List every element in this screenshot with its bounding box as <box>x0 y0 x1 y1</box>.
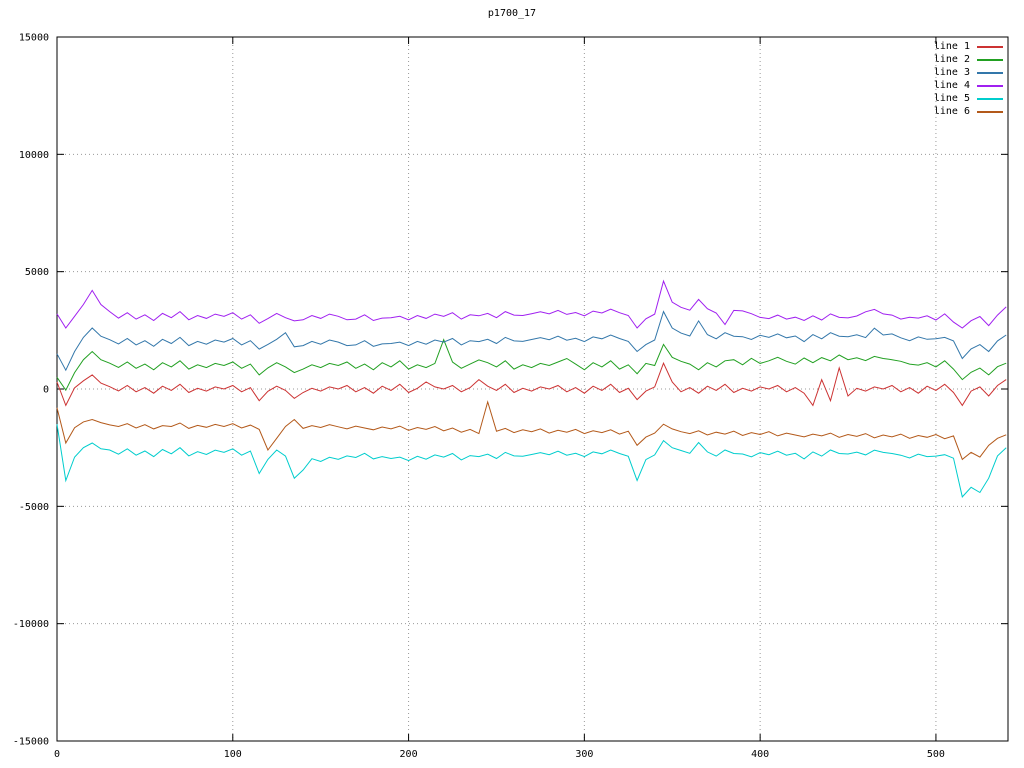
legend-label: line 5 <box>933 93 970 104</box>
legend-item: line 5 <box>934 93 1003 104</box>
legend-sample-6 <box>977 110 1003 113</box>
x-tick-label: 500 <box>927 749 945 760</box>
legend-sample-1 <box>977 45 1003 48</box>
x-tick-label: 400 <box>751 749 769 760</box>
y-tick-label: 0 <box>43 385 49 396</box>
series-line-1 <box>56 361 1007 407</box>
x-tick-label: 300 <box>575 749 593 760</box>
y-tick-label: 10000 <box>19 150 49 161</box>
legend-label: line 1 <box>933 41 970 52</box>
legend-item: line 3 <box>934 67 1003 78</box>
x-tick-label: 0 <box>54 749 60 760</box>
legend-item: line 1 <box>934 41 1003 52</box>
legend-item: line 4 <box>934 80 1003 91</box>
y-tick-label: -5000 <box>19 502 49 513</box>
legend-label: line 3 <box>933 67 970 78</box>
legend-sample-4 <box>977 84 1003 87</box>
legend-sample-5 <box>977 97 1003 100</box>
legend-item: line 6 <box>934 106 1003 117</box>
y-tick-label: 15000 <box>19 33 49 44</box>
legend-label: line 2 <box>933 54 970 65</box>
legend: line 1 line 2 line 3 line 4 line 5 line … <box>934 41 1003 117</box>
x-tick-label: 100 <box>224 749 242 760</box>
chart-title: p1700_17 <box>487 8 537 19</box>
series-line-4 <box>56 279 1007 329</box>
series-line-2 <box>56 338 1007 392</box>
y-tick-label: -10000 <box>13 619 49 630</box>
legend-label: line 4 <box>933 80 970 91</box>
legend-sample-3 <box>977 71 1003 74</box>
series-line-3 <box>56 310 1007 372</box>
legend-item: line 2 <box>934 54 1003 65</box>
series-line-5 <box>56 424 1007 498</box>
legend-sample-2 <box>977 58 1003 61</box>
y-tick-label: 5000 <box>25 267 49 278</box>
y-tick-label: -15000 <box>13 737 49 748</box>
series-line-6 <box>56 400 1007 461</box>
x-tick-label: 200 <box>400 749 418 760</box>
legend-label: line 6 <box>933 106 970 117</box>
